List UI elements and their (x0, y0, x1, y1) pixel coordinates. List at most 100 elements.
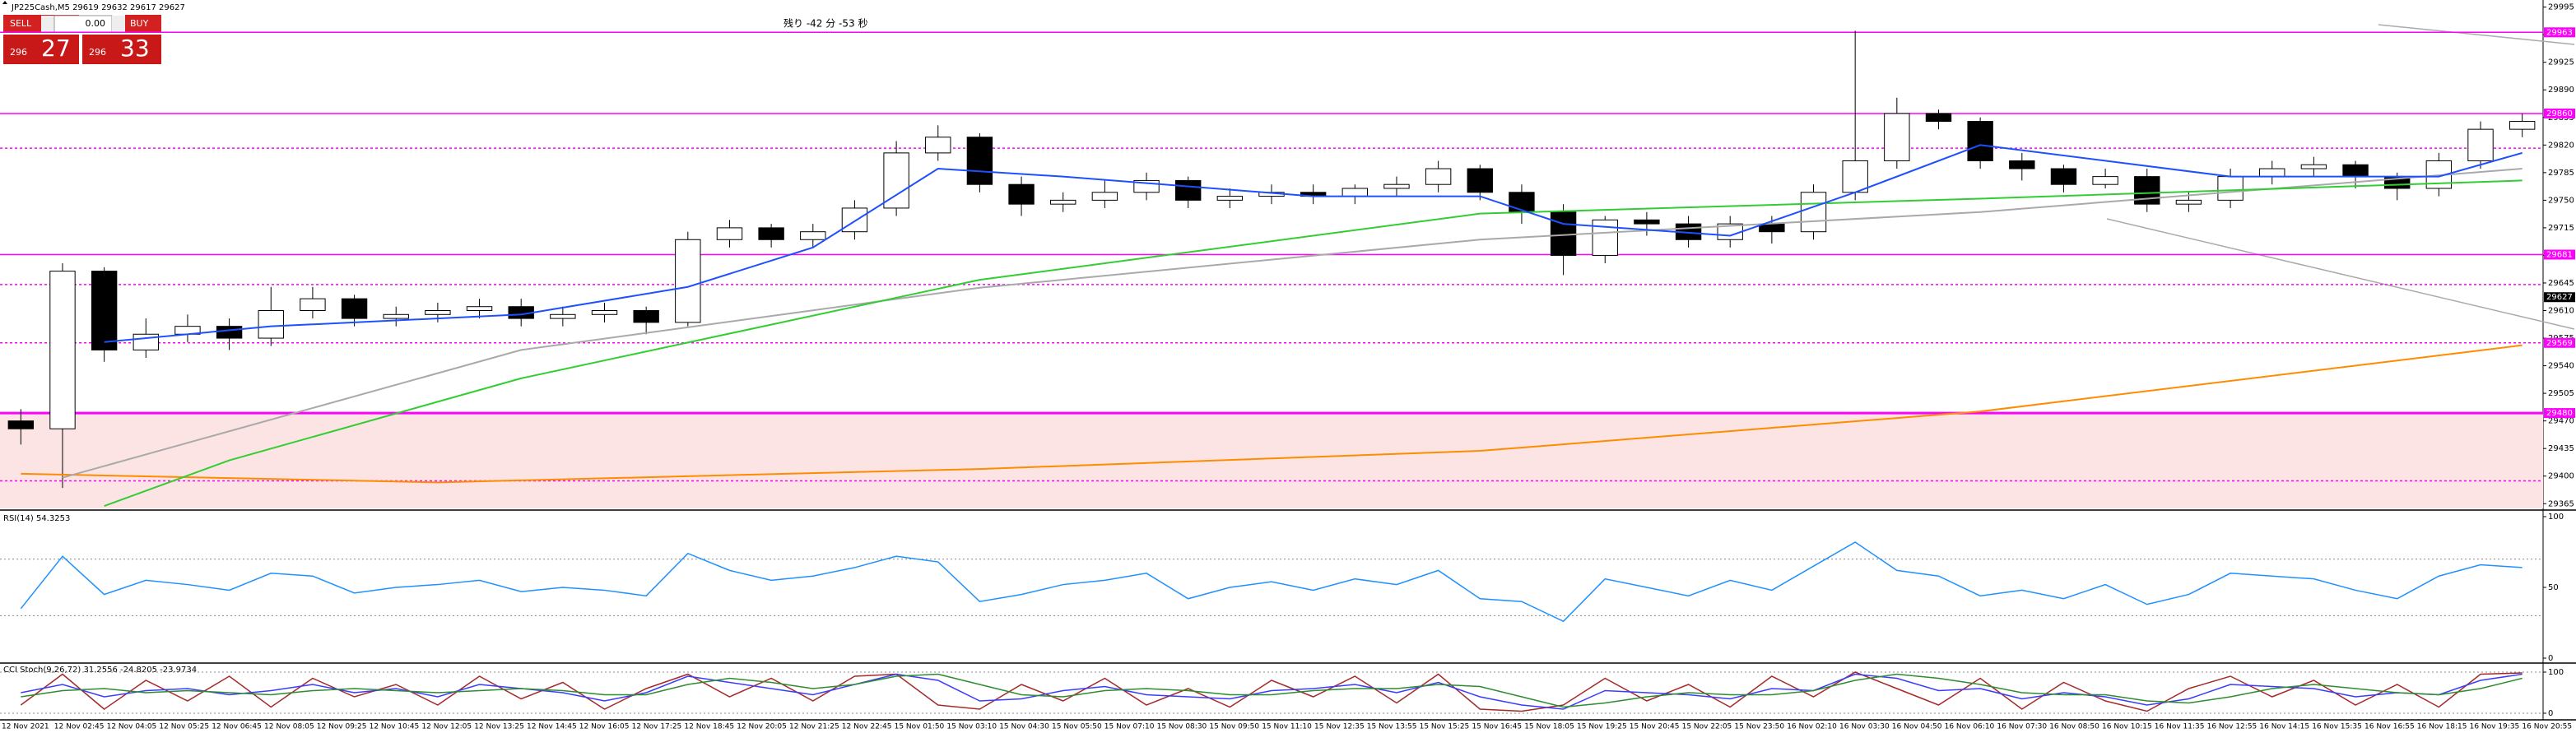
x-tick-label: 15 Nov 18:05 (1524, 723, 1574, 731)
trade-panel: SELL 0.00 BUY 296 27 296 33 (3, 15, 161, 64)
x-tick-label: 16 Nov 04:50 (1892, 723, 1942, 731)
y-tick-label: 29890 (2548, 86, 2574, 95)
moving-average (62, 168, 2523, 479)
candle-body (550, 313, 576, 319)
x-tick-label: 15 Nov 03:10 (946, 723, 997, 731)
candle-body (1091, 192, 1118, 201)
x-tick-label: 16 Nov 03:30 (1839, 723, 1890, 731)
x-tick-label: 16 Nov 12:55 (2207, 723, 2257, 731)
x-tick-label: 16 Nov 14:15 (2259, 723, 2309, 731)
candle-body (2175, 199, 2202, 205)
candle-body (425, 310, 451, 315)
countdown: 残り -42 分 -53 秒 (783, 18, 867, 30)
buy-price-small: 296 (89, 47, 106, 58)
candle-body (1842, 160, 1868, 193)
candle-body (91, 271, 118, 350)
x-tick-label: 15 Nov 12:35 (1314, 723, 1365, 731)
buy-price[interactable] (82, 35, 161, 64)
buy-price-big: 33 (120, 35, 150, 62)
y-tick-label: 29925 (2548, 58, 2574, 67)
level-tag (2544, 249, 2575, 260)
y-tick-label: 0 (2548, 709, 2553, 718)
candle-body (300, 298, 326, 312)
x-tick-label: 15 Nov 22:05 (1682, 723, 1732, 731)
candle-body (1425, 168, 1452, 185)
x-tick-label: 12 Nov 13:25 (474, 723, 524, 731)
x-tick-label: 15 Nov 01:50 (895, 723, 945, 731)
level-tag (2544, 108, 2575, 118)
candle-body (2509, 121, 2536, 130)
panel-title: RSI(14) 54.3253 (3, 514, 70, 523)
x-tick-label: 16 Nov 16:55 (2364, 723, 2415, 731)
x-tick-label: 12 Nov 22:45 (842, 723, 892, 731)
candle-body (1174, 179, 1202, 201)
x-tick-label: 12 Nov 06:45 (212, 723, 262, 731)
candle-body (1383, 183, 1410, 189)
level-tag (2544, 408, 2575, 419)
x-tick-label: 12 Nov 18:45 (684, 723, 734, 731)
x-tick-label: 16 Nov 19:35 (2470, 723, 2520, 731)
candle-body (2092, 176, 2118, 185)
y-tick-label: 100 (2548, 513, 2564, 522)
x-tick-label: 15 Nov 08:30 (1157, 723, 1207, 731)
candle-body (258, 310, 284, 339)
buy-button[interactable] (125, 15, 161, 33)
x-tick-label: 15 Nov 19:25 (1577, 723, 1627, 731)
sell-price[interactable] (3, 35, 79, 64)
moving-average (104, 179, 2523, 508)
candle-body (2009, 160, 2035, 169)
trend-line (2106, 218, 2575, 330)
x-tick-label: 16 Nov 15:35 (2312, 723, 2362, 731)
candle-body (1216, 196, 1244, 201)
current-price-tag (2544, 292, 2575, 303)
candle-body (49, 271, 76, 429)
indicator-line (20, 541, 2523, 623)
candle-body (1341, 188, 1369, 197)
x-tick-label: 12 Nov 2021 (2, 723, 49, 731)
candle-body (758, 227, 784, 240)
candle-body (7, 420, 35, 429)
x-tick-label: 16 Nov 18:15 (2417, 723, 2467, 731)
y-tick-label: 29645 (2548, 279, 2574, 288)
x-tick-label: 15 Nov 07:10 (1104, 723, 1155, 731)
buy-label: BUY (130, 18, 149, 29)
x-tick-label: 16 Nov 10:15 (2102, 723, 2152, 731)
level-label: 29963 (2546, 28, 2573, 37)
x-tick-label: 12 Nov 02:45 (54, 723, 105, 731)
chart-title: JP225Cash,M5 29619 29632 29617 29627 (11, 3, 185, 12)
x-tick-label: 12 Nov 08:05 (264, 723, 314, 731)
x-tick-label: 12 Nov 20:05 (737, 723, 787, 731)
candle-body (1925, 113, 1952, 123)
candle-body (2050, 168, 2077, 185)
collapse-icon[interactable] (2, 1, 7, 4)
candle-body (633, 310, 659, 323)
trend-line (2378, 24, 2575, 45)
candle-body (341, 298, 368, 319)
candle-body (966, 137, 993, 185)
y-tick-label: 29435 (2548, 444, 2574, 453)
y-tick-label: 50 (2548, 583, 2559, 592)
y-tick-label: 29820 (2548, 141, 2574, 150)
candle-body (1550, 211, 1577, 256)
candle-body (1800, 192, 1827, 233)
x-tick-label: 16 Nov 08:50 (2049, 723, 2099, 731)
x-tick-label: 12 Nov 12:05 (421, 723, 472, 731)
candle-body (883, 152, 909, 209)
lot-up[interactable] (112, 16, 125, 32)
indicator-line (20, 671, 2523, 712)
candle-body (1967, 121, 1993, 161)
candle-body (925, 137, 951, 154)
x-tick-label: 16 Nov 06:10 (1945, 723, 1995, 731)
lot-value: 0.00 (86, 18, 106, 29)
level-label: 29480 (2546, 409, 2573, 418)
indicator-line (21, 673, 2523, 710)
lot-down[interactable] (41, 16, 54, 32)
y-tick-label: 29785 (2548, 169, 2574, 178)
x-tick-label: 15 Nov 16:45 (1472, 723, 1522, 731)
x-tick-label: 15 Nov 11:10 (1262, 723, 1312, 731)
candle-body (716, 227, 743, 240)
level-label: 29569 (2546, 339, 2573, 348)
candle-body (2300, 164, 2327, 169)
